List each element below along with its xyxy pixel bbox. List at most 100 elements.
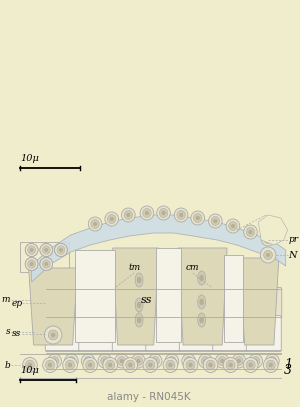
Ellipse shape bbox=[108, 363, 112, 367]
Ellipse shape bbox=[123, 357, 138, 372]
Ellipse shape bbox=[55, 243, 67, 256]
Text: m: m bbox=[2, 295, 10, 304]
Ellipse shape bbox=[70, 359, 73, 363]
Ellipse shape bbox=[247, 300, 251, 306]
Ellipse shape bbox=[73, 295, 84, 311]
Ellipse shape bbox=[189, 363, 192, 367]
Ellipse shape bbox=[266, 330, 270, 335]
Ellipse shape bbox=[45, 248, 48, 252]
Ellipse shape bbox=[177, 210, 185, 219]
Ellipse shape bbox=[122, 208, 135, 222]
Ellipse shape bbox=[235, 357, 243, 365]
Polygon shape bbox=[32, 215, 286, 282]
Ellipse shape bbox=[65, 360, 75, 370]
Ellipse shape bbox=[137, 359, 140, 363]
Ellipse shape bbox=[137, 277, 141, 283]
Ellipse shape bbox=[127, 213, 130, 217]
Ellipse shape bbox=[85, 360, 95, 370]
FancyBboxPatch shape bbox=[237, 287, 260, 319]
Ellipse shape bbox=[28, 246, 36, 254]
Ellipse shape bbox=[59, 248, 62, 252]
Ellipse shape bbox=[169, 363, 172, 367]
Ellipse shape bbox=[42, 246, 50, 254]
Ellipse shape bbox=[208, 214, 222, 228]
Ellipse shape bbox=[48, 354, 62, 368]
Ellipse shape bbox=[51, 295, 62, 311]
Ellipse shape bbox=[135, 313, 143, 327]
Ellipse shape bbox=[166, 360, 175, 370]
Ellipse shape bbox=[158, 330, 163, 337]
Ellipse shape bbox=[244, 225, 257, 239]
Ellipse shape bbox=[86, 359, 90, 363]
Ellipse shape bbox=[246, 228, 255, 236]
Ellipse shape bbox=[187, 359, 190, 363]
Ellipse shape bbox=[204, 299, 208, 307]
Ellipse shape bbox=[198, 295, 206, 309]
Ellipse shape bbox=[143, 208, 151, 218]
Text: s: s bbox=[5, 328, 10, 337]
Ellipse shape bbox=[209, 363, 212, 367]
Ellipse shape bbox=[48, 363, 52, 367]
Ellipse shape bbox=[269, 363, 273, 367]
Ellipse shape bbox=[215, 354, 229, 368]
Ellipse shape bbox=[88, 363, 92, 367]
Ellipse shape bbox=[91, 330, 96, 337]
Ellipse shape bbox=[118, 300, 123, 306]
Ellipse shape bbox=[263, 357, 278, 372]
Ellipse shape bbox=[266, 354, 279, 368]
FancyBboxPatch shape bbox=[88, 287, 111, 319]
Ellipse shape bbox=[246, 360, 255, 370]
Polygon shape bbox=[240, 258, 279, 345]
Ellipse shape bbox=[88, 217, 102, 231]
Ellipse shape bbox=[136, 295, 148, 311]
Text: N: N bbox=[289, 250, 297, 260]
Ellipse shape bbox=[64, 354, 78, 368]
Ellipse shape bbox=[199, 328, 203, 334]
Ellipse shape bbox=[194, 213, 202, 223]
Ellipse shape bbox=[203, 357, 218, 372]
Ellipse shape bbox=[98, 354, 112, 368]
Ellipse shape bbox=[271, 359, 274, 363]
Ellipse shape bbox=[249, 363, 253, 367]
FancyBboxPatch shape bbox=[112, 313, 147, 352]
Ellipse shape bbox=[28, 246, 36, 254]
Text: alamy - RN045K: alamy - RN045K bbox=[107, 392, 191, 402]
Ellipse shape bbox=[148, 354, 162, 368]
Ellipse shape bbox=[165, 330, 169, 335]
Ellipse shape bbox=[268, 357, 277, 365]
Ellipse shape bbox=[59, 248, 62, 252]
Ellipse shape bbox=[254, 359, 257, 363]
Ellipse shape bbox=[45, 248, 48, 252]
Ellipse shape bbox=[266, 360, 275, 370]
Ellipse shape bbox=[51, 333, 55, 337]
Polygon shape bbox=[258, 215, 288, 245]
Ellipse shape bbox=[179, 295, 190, 311]
Ellipse shape bbox=[67, 357, 76, 365]
Ellipse shape bbox=[198, 271, 206, 285]
Polygon shape bbox=[156, 248, 181, 342]
Ellipse shape bbox=[65, 330, 69, 335]
Ellipse shape bbox=[258, 330, 263, 337]
Ellipse shape bbox=[200, 317, 204, 323]
Ellipse shape bbox=[196, 216, 200, 220]
Ellipse shape bbox=[42, 246, 50, 254]
Ellipse shape bbox=[232, 354, 246, 368]
Polygon shape bbox=[113, 248, 159, 345]
Ellipse shape bbox=[48, 330, 58, 340]
Ellipse shape bbox=[158, 295, 169, 311]
Ellipse shape bbox=[264, 234, 272, 243]
Ellipse shape bbox=[186, 360, 195, 370]
Ellipse shape bbox=[183, 357, 198, 372]
Ellipse shape bbox=[25, 258, 38, 271]
Ellipse shape bbox=[98, 330, 102, 335]
Text: tm: tm bbox=[128, 263, 140, 272]
Ellipse shape bbox=[45, 262, 48, 266]
Ellipse shape bbox=[30, 262, 33, 266]
Ellipse shape bbox=[170, 359, 174, 363]
Ellipse shape bbox=[57, 246, 65, 254]
Ellipse shape bbox=[103, 357, 118, 372]
Polygon shape bbox=[20, 242, 69, 272]
Ellipse shape bbox=[137, 317, 141, 323]
Ellipse shape bbox=[153, 359, 157, 363]
Text: b: b bbox=[4, 361, 10, 370]
